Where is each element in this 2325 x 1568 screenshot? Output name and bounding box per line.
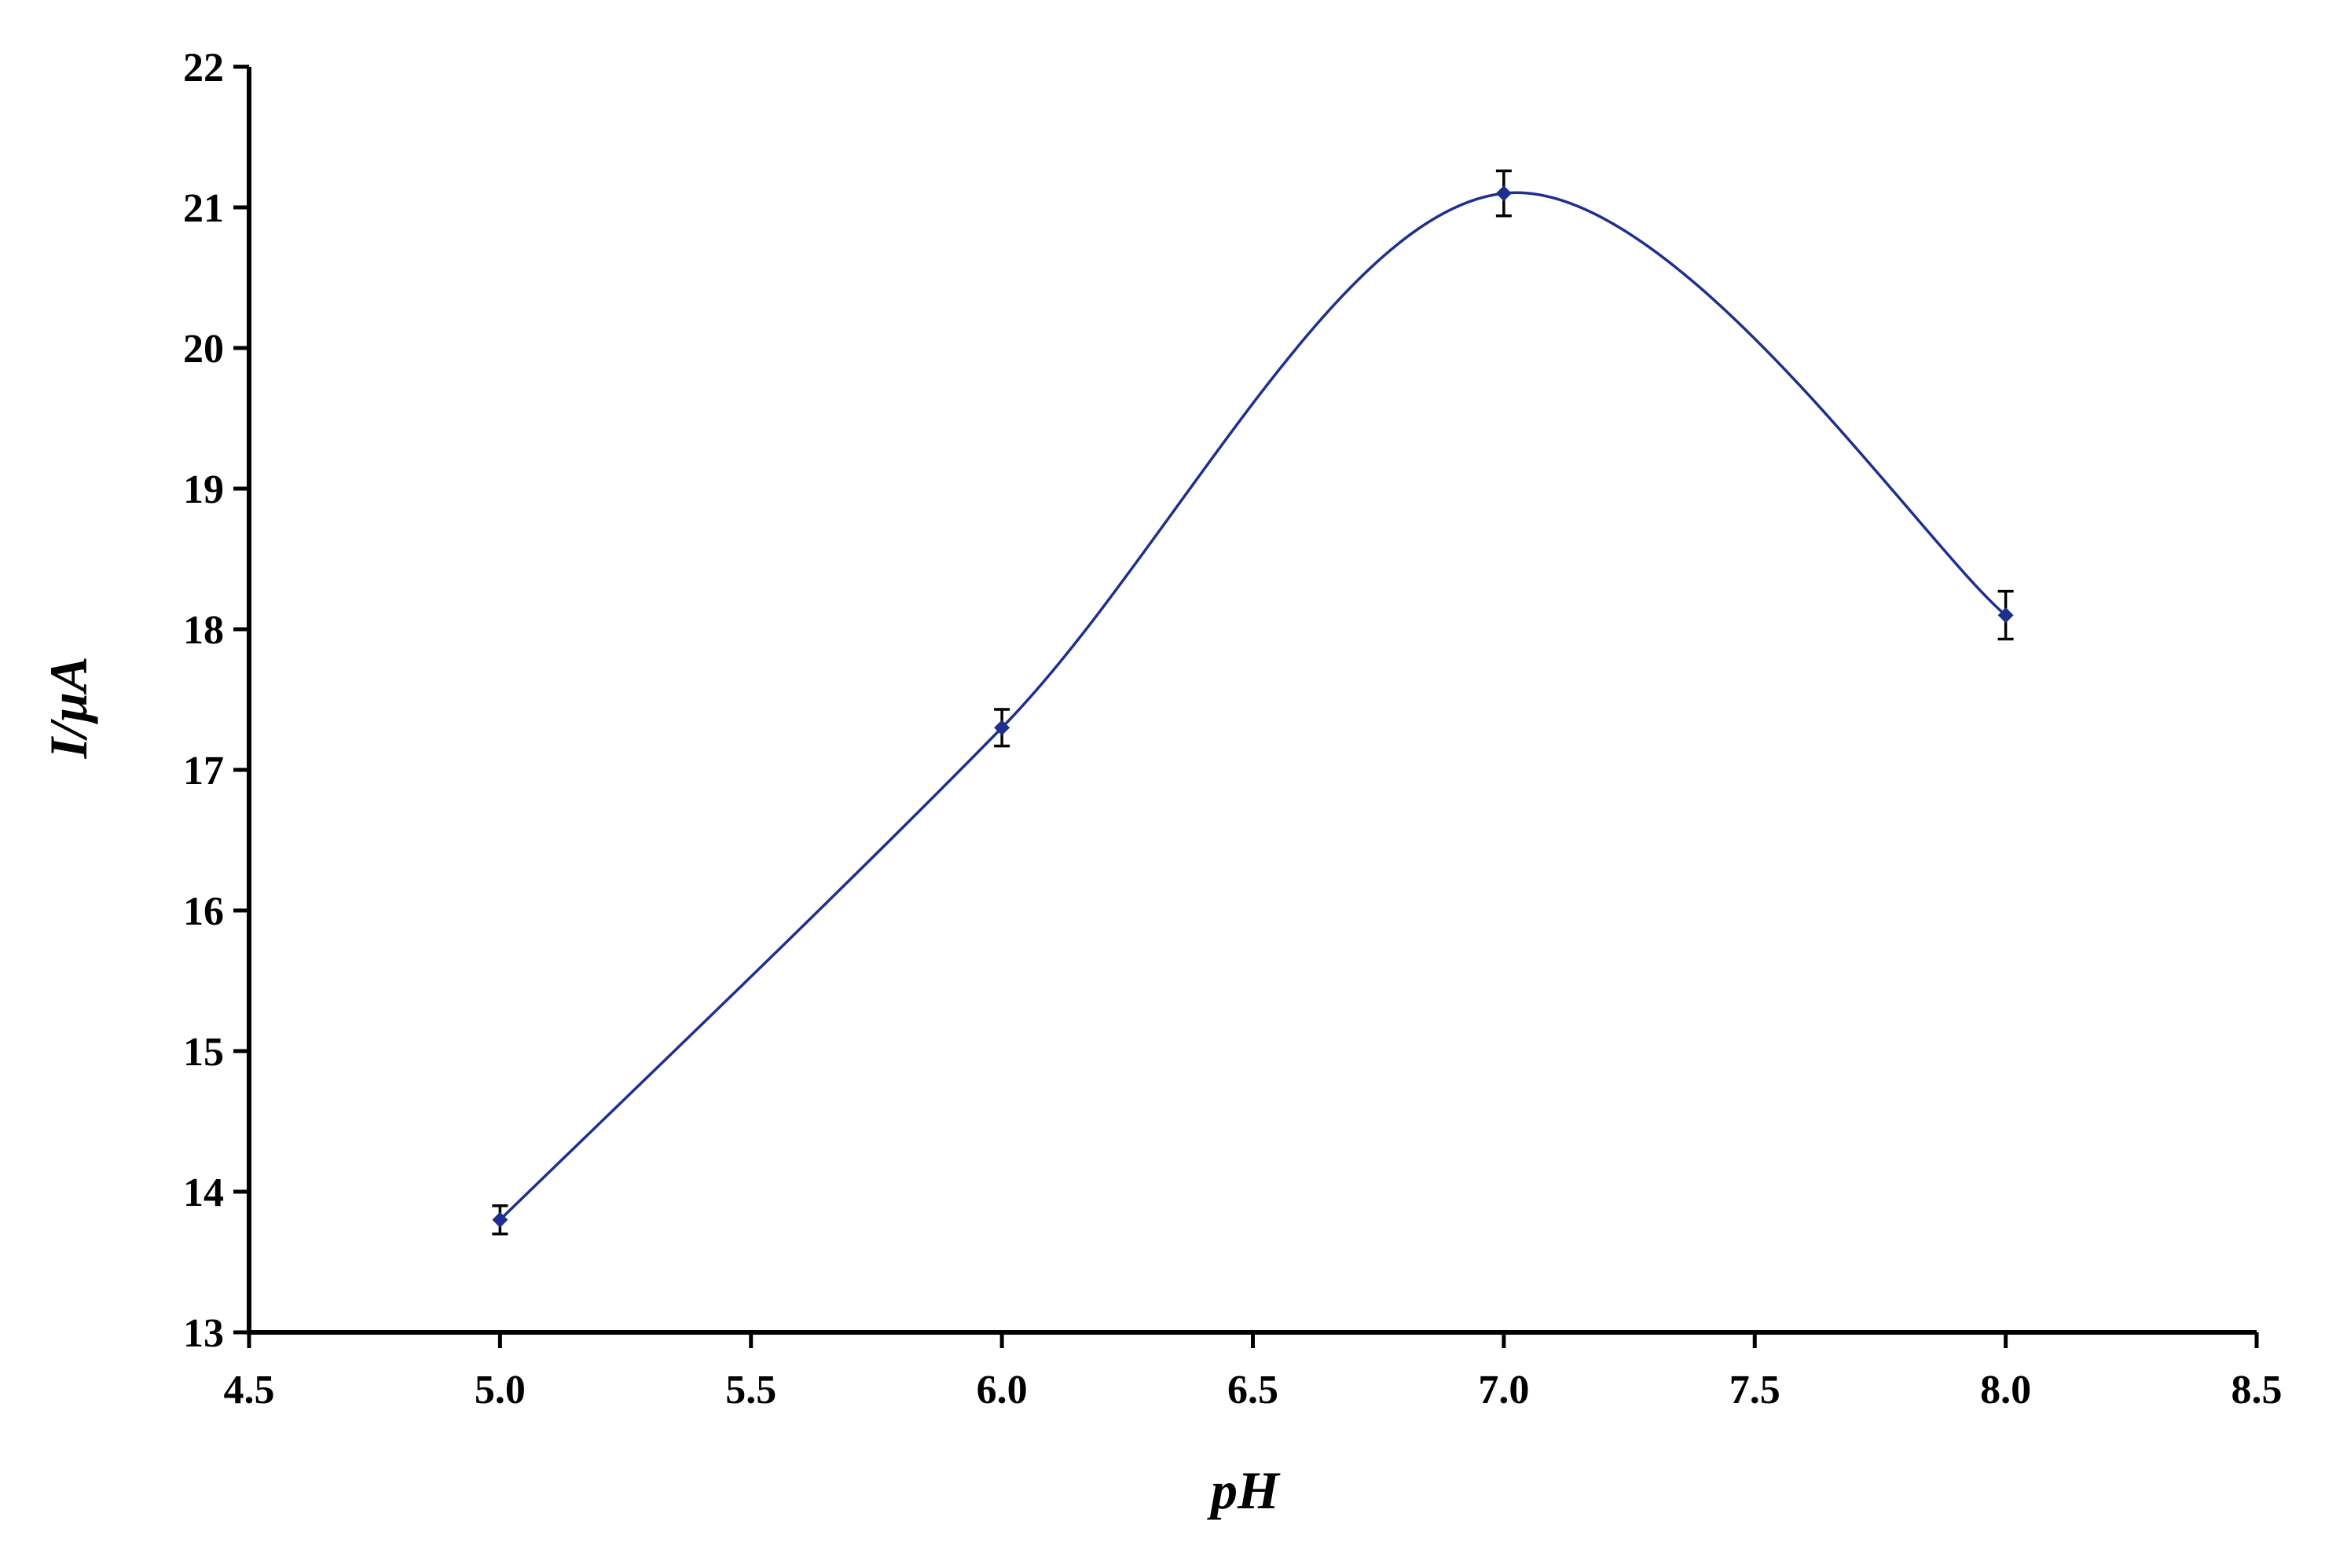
x-tick-label: 6.0 bbox=[977, 1368, 1028, 1412]
data-point bbox=[1495, 185, 1512, 202]
x-tick-label: 8.0 bbox=[1980, 1368, 2031, 1412]
axes: 13 14 15 16 17 18 19 20 21 22 4.5 5.0 5.5 6.0 6.5 7.0 7.… bbox=[183, 46, 2283, 1412]
y-tick-label: 14 bbox=[183, 1171, 224, 1215]
y-tick-label: 15 bbox=[183, 1030, 224, 1075]
y-tick-label: 20 bbox=[183, 327, 224, 372]
series-line bbox=[499, 191, 2007, 1222]
y-tick-label: 21 bbox=[183, 186, 224, 231]
y-tick-label: 22 bbox=[183, 46, 224, 90]
y-tick-label: 19 bbox=[183, 467, 224, 512]
data-point bbox=[1997, 607, 2014, 624]
y-tick-label: 13 bbox=[183, 1311, 224, 1356]
x-tick-label: 8.5 bbox=[2231, 1368, 2283, 1412]
y-tick-label: 16 bbox=[183, 889, 224, 934]
y-axis-title: I/µA bbox=[39, 657, 98, 760]
x-tick-label: 5.5 bbox=[725, 1368, 776, 1412]
x-tick-label: 7.0 bbox=[1478, 1368, 1529, 1412]
x-tick-label: 6.5 bbox=[1227, 1368, 1278, 1412]
x-axis-title: pH bbox=[1207, 1460, 1281, 1520]
data-point bbox=[492, 1211, 508, 1228]
y-tick-label: 18 bbox=[183, 608, 224, 653]
x-tick-label: 4.5 bbox=[224, 1368, 275, 1412]
series-layer bbox=[492, 169, 2014, 1236]
y-tick-label: 17 bbox=[183, 749, 224, 793]
x-tick-label: 5.0 bbox=[475, 1368, 526, 1412]
data-point bbox=[994, 720, 1010, 736]
x-tick-label: 7.5 bbox=[1729, 1368, 1780, 1412]
